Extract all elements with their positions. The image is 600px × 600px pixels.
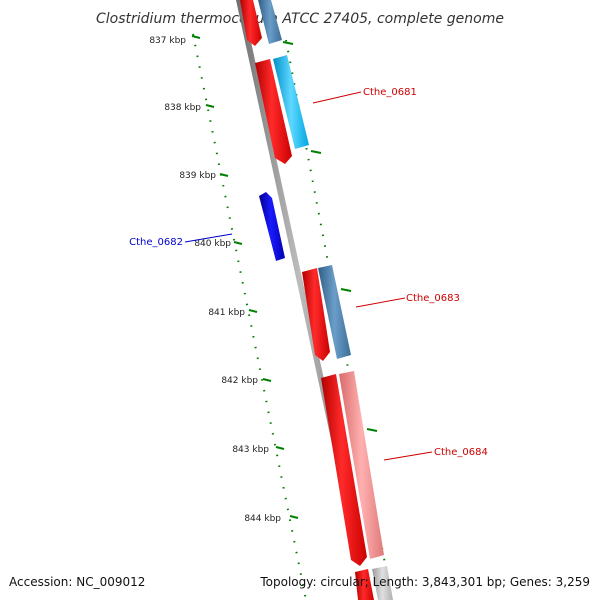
blast-hit-0681 (273, 55, 309, 149)
cds-cthe-0681[interactable] (255, 59, 292, 164)
tick-mark (262, 378, 272, 382)
blast-track-mark (366, 428, 378, 432)
tick-label-837: 837 kbp (149, 36, 186, 46)
tick-label-839: 839 kbp (179, 171, 216, 181)
leader-cthe-0682 (184, 233, 233, 243)
tick-label-842: 842 kbp (221, 376, 258, 386)
tick-label-838: 838 kbp (164, 103, 201, 113)
tick-label-844: 844 kbp (244, 514, 281, 524)
map-title: Clostridium thermocellum ATCC 27405, com… (96, 11, 504, 27)
blast-hit-0684 (339, 371, 384, 559)
tick-mark (233, 241, 243, 245)
blast-hit-track (258, 0, 393, 600)
tick-label-841: 841 kbp (208, 308, 245, 318)
cds-cthe-0682[interactable] (259, 192, 285, 261)
tick-label-840: 840 kbp (194, 239, 231, 249)
blast-track-mark (310, 150, 322, 154)
cds-cthe-0680[interactable] (240, 0, 262, 46)
tick-mark (191, 35, 201, 39)
tick-labels: 837 kbp 838 kbp 839 kbp 840 kbp 841 kbp … (149, 36, 281, 524)
gene-label-cthe-0683[interactable]: Cthe_0683 (406, 293, 460, 304)
accession-text: Accession: NC_009012 (9, 575, 145, 589)
blast-hit-0683 (318, 265, 351, 359)
gene-label-cthe-0684[interactable]: Cthe_0684 (434, 447, 488, 458)
tick-mark (289, 515, 299, 519)
tick-mark (275, 446, 285, 450)
cds-next[interactable] (355, 569, 374, 600)
leader-cthe-0684 (383, 451, 433, 461)
cds-cthe-0683[interactable] (302, 268, 330, 361)
gene-label-cthe-0682[interactable]: Cthe_0682 (129, 237, 183, 248)
tick-label-843: 843 kbp (232, 445, 269, 455)
tick-mark (248, 309, 258, 313)
blast-tick-track (282, 39, 391, 591)
blast-hit-next (372, 566, 393, 600)
genome-summary-text: Topology: circular; Length: 3,843,301 bp… (259, 575, 590, 589)
gene-label-cthe-0681[interactable]: Cthe_0681 (363, 87, 417, 98)
tick-mark (205, 104, 215, 108)
blast-track-mark (340, 288, 352, 292)
cds-cthe-0684[interactable] (321, 374, 367, 566)
tick-mark (219, 173, 229, 177)
forward-cds-track (240, 0, 374, 600)
leader-cthe-0683 (355, 297, 406, 308)
blast-track-mark (282, 41, 294, 45)
tick-ruler (191, 33, 307, 600)
blast-hit-0680 (258, 0, 282, 44)
leader-cthe-0681 (312, 91, 362, 104)
